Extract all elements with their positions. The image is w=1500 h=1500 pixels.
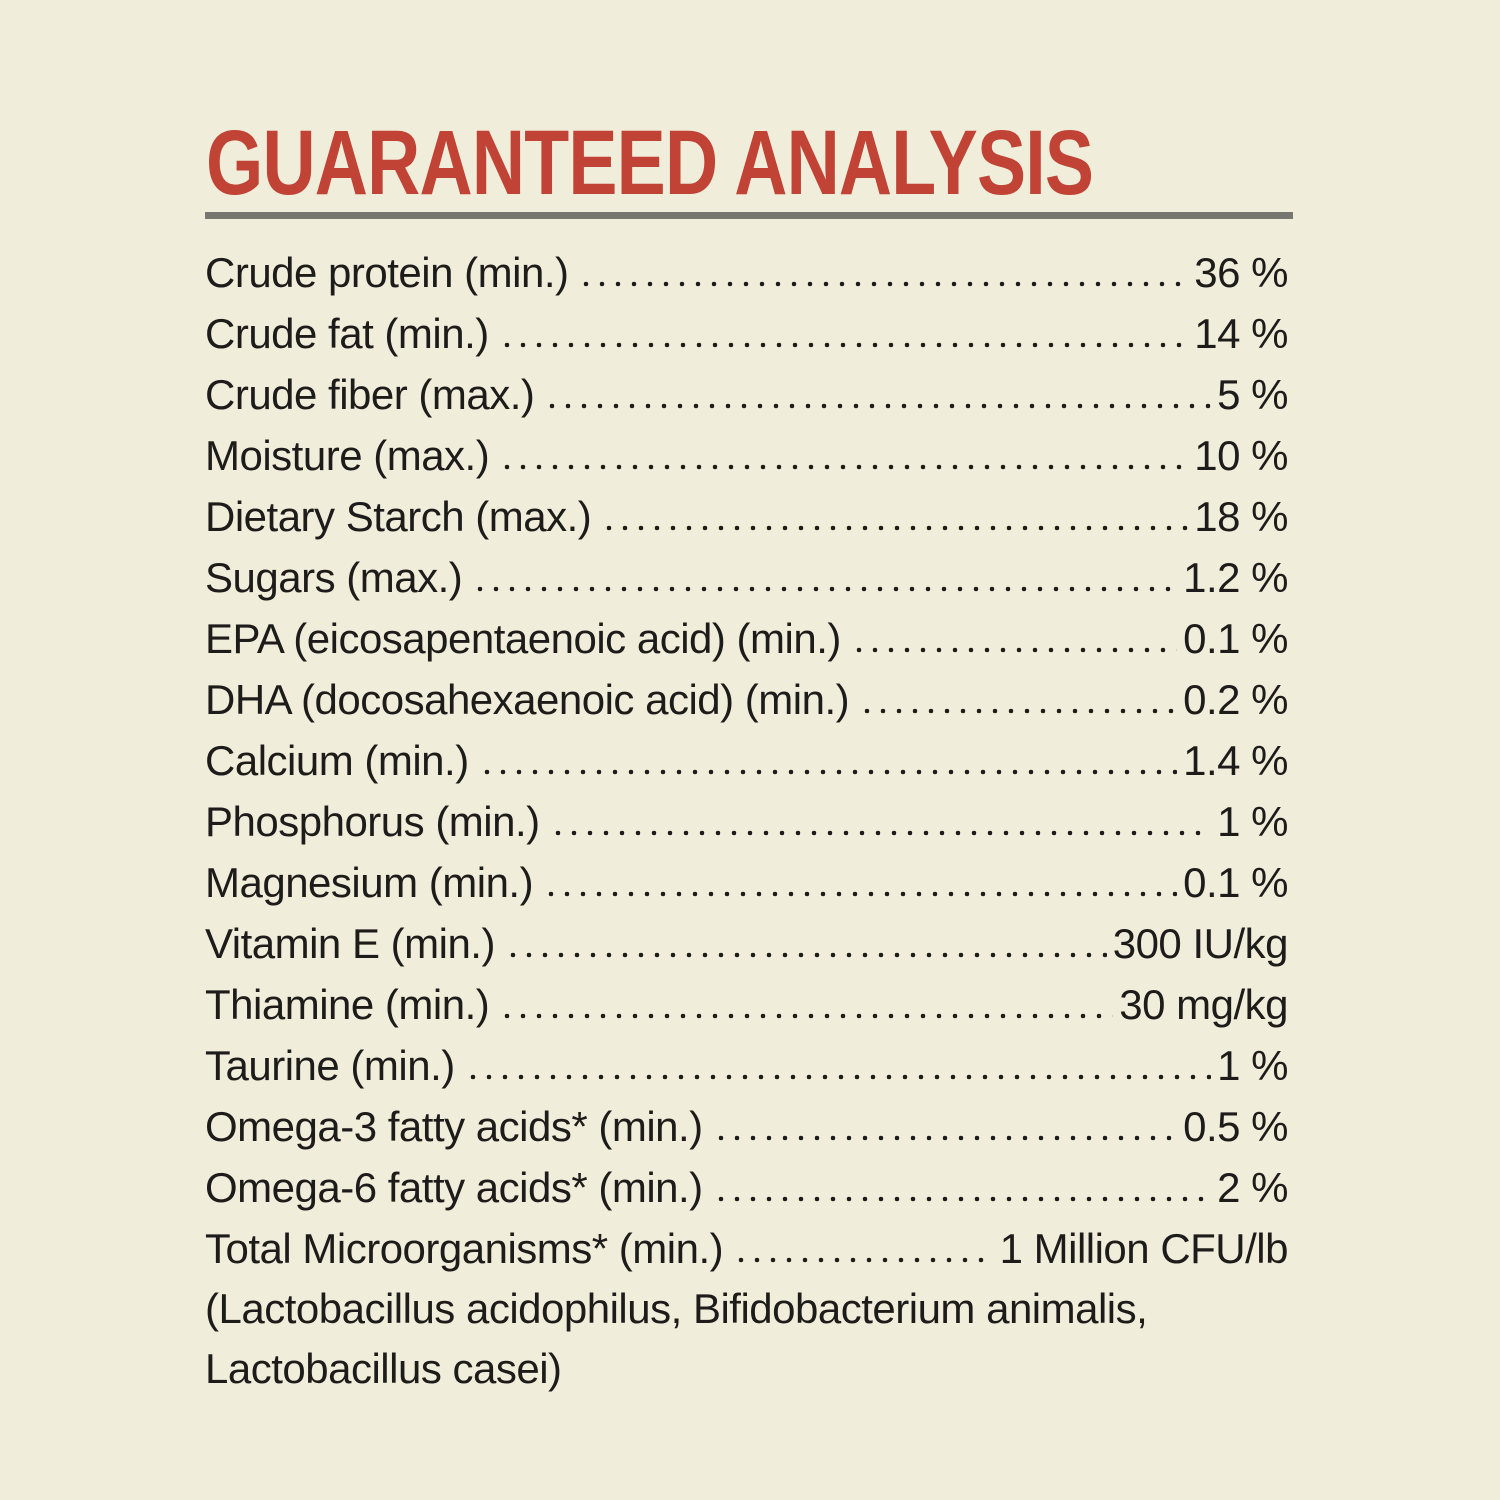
nutrient-value: 1.4 % <box>1183 737 1288 784</box>
nutrient-value: 0.1 % <box>1183 859 1288 906</box>
nutrient-value: 1 Million CFU/lb <box>999 1225 1289 1272</box>
nutrient-label: DHA (docosahexaenoic acid) (min.) <box>205 676 850 723</box>
analysis-row: Omega-3 fatty acids* (min.) 0.5 % <box>205 1096 1288 1157</box>
dot-leader <box>499 974 1114 1035</box>
nutrient-label: Omega-3 fatty acids* (min.) <box>205 1103 703 1150</box>
nutrient-label: Sugars (max.) <box>205 554 463 601</box>
nutrient-label: EPA (eicosapentaenoic acid) (min.) <box>205 615 841 662</box>
dot-leader <box>712 1157 1212 1218</box>
nutrient-value: 1 % <box>1217 798 1288 845</box>
nutrient-label: Calcium (min.) <box>205 737 469 784</box>
analysis-row: Phosphorus (min.) 1 % <box>205 791 1288 852</box>
analysis-row: Sugars (max.) 1.2 % <box>205 547 1288 608</box>
analysis-row: Total Microorganisms* (min.) 1 Million C… <box>205 1218 1289 1279</box>
analysis-row: Vitamin E (min.) 300 IU/kg <box>205 913 1289 974</box>
nutrient-label: Crude protein (min.) <box>205 249 569 296</box>
title-underline <box>205 212 1293 219</box>
nutrient-value: 2 % <box>1217 1164 1288 1211</box>
page-title: GUARANTEED ANALYSIS <box>206 117 1315 209</box>
dot-leader <box>578 242 1189 303</box>
nutrient-value: 1 % <box>1217 1042 1288 1089</box>
nutrient-label: Omega-6 fatty acids* (min.) <box>205 1164 703 1211</box>
dot-leader <box>499 425 1189 486</box>
dot-leader <box>478 730 1178 791</box>
dot-leader <box>850 608 1178 669</box>
footnote-line: (Lactobacillus acidophilus, Bifidobacter… <box>205 1285 1148 1332</box>
nutrient-label: Phosphorus (min.) <box>205 798 540 845</box>
dot-leader <box>601 486 1189 547</box>
page-title-text: GUARANTEED ANALYSIS <box>206 112 1094 214</box>
analysis-row: Moisture (max.) 10 % <box>205 425 1288 486</box>
dot-leader <box>712 1096 1178 1157</box>
nutrient-label: Crude fat (min.) <box>205 310 489 357</box>
analysis-row: DHA (docosahexaenoic acid) (min.) 0.2 % <box>205 669 1288 730</box>
nutrient-value: 300 IU/kg <box>1112 920 1289 967</box>
dot-leader <box>549 791 1212 852</box>
analysis-row: Taurine (min.) 1 % <box>205 1035 1288 1096</box>
nutrient-label: Dietary Starch (max.) <box>205 493 592 540</box>
analysis-row: Crude fiber (max.) 5 % <box>205 364 1288 425</box>
dot-leader <box>498 303 1189 364</box>
analysis-row: Crude protein (min.) 36 % <box>205 242 1288 303</box>
nutrient-value: 0.1 % <box>1183 615 1288 662</box>
nutrient-label: Total Microorganisms* (min.) <box>205 1225 724 1272</box>
nutrient-value: 10 % <box>1194 432 1288 479</box>
analysis-row: Omega-6 fatty acids* (min.) 2 % <box>205 1157 1288 1218</box>
analysis-row: EPA (eicosapentaenoic acid) (min.) 0.1 % <box>205 608 1288 669</box>
dot-leader <box>504 913 1107 974</box>
nutrient-value: 18 % <box>1194 493 1288 540</box>
dot-leader <box>543 852 1178 913</box>
dot-leader <box>472 547 1178 608</box>
nutrient-value: 5 % <box>1217 371 1288 418</box>
dot-leader <box>464 1035 1212 1096</box>
nutrient-label: Crude fiber (max.) <box>205 371 535 418</box>
nutrient-value: 30 mg/kg <box>1119 981 1288 1028</box>
dot-leader <box>733 1218 994 1279</box>
nutrient-value: 0.2 % <box>1183 676 1288 723</box>
nutrient-label: Magnesium (min.) <box>205 859 534 906</box>
nutrient-value: 1.2 % <box>1183 554 1288 601</box>
nutrient-value: 14 % <box>1194 310 1288 357</box>
analysis-table: Crude protein (min.) 36 % Crude fat (min… <box>205 242 1289 1279</box>
nutrient-value: 0.5 % <box>1183 1103 1288 1150</box>
nutrient-value: 36 % <box>1194 249 1288 296</box>
analysis-row: Calcium (min.) 1.4 % <box>205 730 1288 791</box>
dot-leader <box>859 669 1178 730</box>
nutrient-label: Moisture (max.) <box>205 432 490 479</box>
microorganisms-footnote: (Lactobacillus acidophilus, Bifidobacter… <box>205 1279 1385 1399</box>
footnote-line: Lactobacillus casei) <box>205 1345 562 1392</box>
analysis-row: Thiamine (min.) 30 mg/kg <box>205 974 1288 1035</box>
analysis-row: Magnesium (min.) 0.1 % <box>205 852 1288 913</box>
nutrient-label: Taurine (min.) <box>205 1042 455 1089</box>
dot-leader <box>544 364 1212 425</box>
analysis-row: Crude fat (min.) 14 % <box>205 303 1288 364</box>
analysis-row: Dietary Starch (max.) 18 % <box>205 486 1288 547</box>
nutrient-label: Vitamin E (min.) <box>205 920 495 967</box>
nutrient-label: Thiamine (min.) <box>205 981 490 1028</box>
